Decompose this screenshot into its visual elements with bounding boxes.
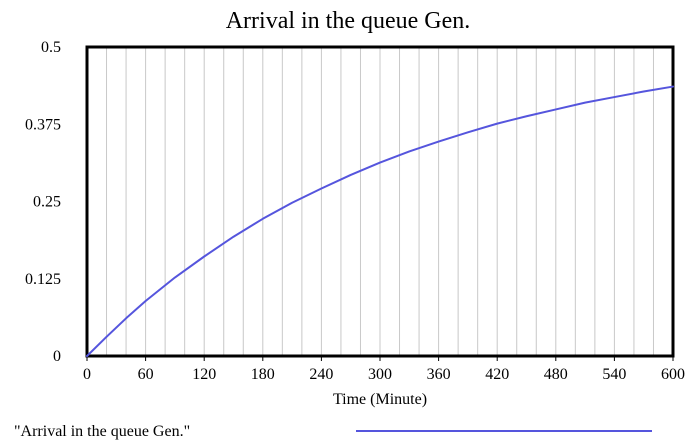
- y-axis: 0 0.125 0.25 0.375 0.5: [25, 39, 61, 365]
- x-tick-label: 180: [251, 366, 275, 383]
- x-axis-label: Time (Minute): [333, 391, 427, 408]
- grid-lines: [106, 47, 654, 356]
- x-tick-label: 600: [661, 366, 685, 383]
- x-tick-label: 0: [83, 366, 91, 383]
- legend-label: "Arrival in the queue Gen.": [14, 423, 190, 440]
- x-axis: 0 60 120 180 240 300 360 420 480 540 600: [83, 356, 685, 383]
- series-line: [86, 85, 674, 357]
- x-tick-label: 240: [309, 366, 333, 383]
- x-tick-label: 120: [192, 366, 216, 383]
- y-tick-label: 0.375: [25, 116, 61, 133]
- y-tick-label: 0.125: [25, 271, 61, 288]
- x-tick-label: 540: [602, 366, 626, 383]
- x-tick-label: 420: [485, 366, 509, 383]
- x-tick-label: 360: [427, 366, 451, 383]
- chart-title: Arrival in the queue Gen.: [226, 8, 471, 34]
- y-tick-label: 0.5: [41, 39, 61, 56]
- x-tick-label: 480: [544, 366, 568, 383]
- legend: "Arrival in the queue Gen.": [14, 423, 652, 440]
- x-tick-label: 60: [138, 366, 154, 383]
- y-tick-label: 0.25: [33, 194, 61, 211]
- y-tick-label: 0: [53, 348, 61, 365]
- x-tick-label: 300: [368, 366, 392, 383]
- series-lines: [86, 85, 674, 357]
